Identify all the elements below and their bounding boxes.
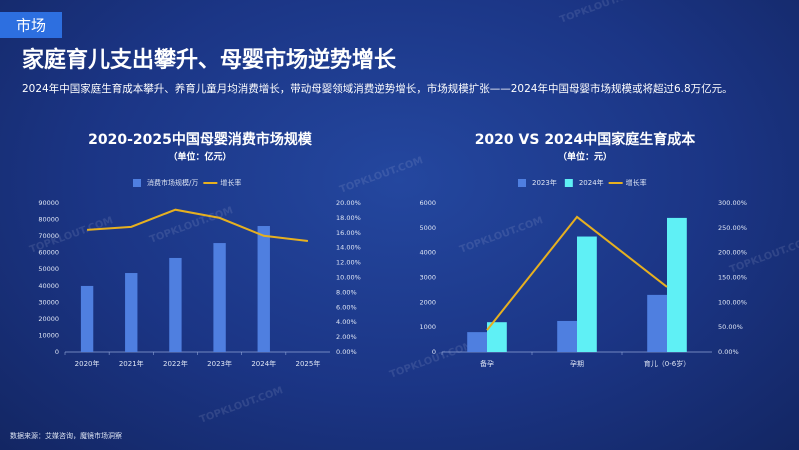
y2-tick-label: 14.00% — [336, 244, 361, 252]
legend-swatch — [564, 179, 573, 187]
y2-tick-label: 10.00% — [336, 274, 361, 282]
bar — [257, 226, 270, 352]
source: 数据来源：艾媒咨询，魔镜市场洞察 — [10, 431, 122, 440]
y2-tick-label: 0.00% — [718, 348, 739, 356]
x-tick-label: 2022年 — [163, 359, 188, 368]
y-tick-label: 30000 — [38, 298, 59, 306]
y2-tick-label: 4.00% — [336, 318, 357, 326]
y2-tick-label: 50.00% — [718, 323, 743, 331]
chart-title: 2020-2025中国母婴消费市场规模 — [88, 131, 313, 148]
y-tick-label: 3000 — [419, 274, 436, 282]
y2-tick-label: 150.00% — [718, 274, 747, 282]
x-tick-label: 育儿（0-6岁） — [644, 359, 690, 368]
y2-tick-label: 250.00% — [718, 224, 747, 232]
x-tick-label: 2024年 — [251, 359, 276, 368]
title: 家庭育儿支出攀升、母婴市场逆势增长 — [22, 47, 397, 73]
legend-label: 消费市场规模/万 — [147, 178, 198, 187]
watermark: TOPKLOUT.COM — [148, 205, 234, 245]
watermark: TOPKLOUT.COM — [198, 385, 284, 425]
subtitle: 2024年中国家庭生育成本攀升、养育儿童月均消费增长，带动母婴领域消费逆势增长，… — [22, 82, 733, 95]
y2-tick-label: 20.00% — [336, 199, 361, 207]
x-tick-label: 备孕 — [480, 359, 494, 368]
y2-tick-label: 18.00% — [336, 214, 361, 222]
y2-tick-label: 300.00% — [718, 199, 747, 207]
line-series — [486, 215, 668, 331]
chart-subtitle: （单位：元） — [558, 151, 612, 163]
bar — [169, 257, 182, 352]
legend-swatch — [518, 179, 526, 187]
y-tick-label: 90000 — [38, 199, 59, 207]
y-tick-label: 40000 — [38, 282, 59, 290]
bar — [557, 320, 577, 352]
y2-tick-label: 8.00% — [336, 288, 357, 296]
y-tick-label: 0 — [432, 348, 436, 356]
y2-tick-label: 12.00% — [336, 259, 361, 267]
y2-tick-label: 200.00% — [718, 249, 747, 257]
x-tick-label: 孕期 — [570, 360, 584, 368]
bar — [467, 332, 487, 352]
line-series — [87, 208, 309, 242]
x-tick-label: 2025年 — [296, 359, 321, 368]
y-tick-label: 80000 — [38, 216, 59, 224]
y-tick-label: 1000 — [419, 323, 436, 331]
y2-tick-label: 0.00% — [336, 348, 357, 356]
legend-label: 增长率 — [220, 178, 241, 187]
chart-title: 2020 VS 2024中国家庭生育成本 — [475, 131, 697, 148]
x-tick-label: 2021年 — [119, 359, 144, 368]
y-tick-label: 70000 — [38, 232, 59, 240]
bar — [577, 236, 597, 352]
chart-subtitle: （单位：亿元） — [168, 151, 231, 163]
watermark: TOPKLOUT.COM — [338, 155, 424, 195]
y-tick-label: 4000 — [419, 249, 436, 257]
y-tick-label: 50000 — [38, 265, 59, 273]
legend-label: 增长率 — [626, 178, 647, 187]
y2-tick-label: 16.00% — [336, 229, 361, 237]
y-tick-label: 5000 — [419, 224, 436, 232]
legend-label: 2023年 — [532, 178, 557, 187]
bar — [647, 294, 667, 352]
bar — [487, 322, 507, 352]
y2-tick-label: 100.00% — [718, 298, 747, 306]
watermark: TOPKLOUT.COM — [558, 0, 644, 26]
tag-box — [0, 12, 62, 38]
watermark: TOPKLOUT.COM — [388, 340, 474, 380]
bar — [125, 273, 138, 352]
bar — [213, 243, 226, 352]
x-tick-label: 2023年 — [207, 359, 232, 368]
y-tick-label: 10000 — [38, 331, 59, 339]
y2-tick-label: 6.00% — [336, 303, 357, 311]
bar — [667, 217, 687, 352]
y-tick-label: 0 — [55, 348, 59, 356]
x-tick-label: 2020年 — [75, 359, 100, 368]
y-tick-label: 60000 — [38, 249, 59, 257]
legend-label: 2024年 — [579, 178, 604, 187]
y-tick-label: 2000 — [419, 298, 436, 306]
bar — [80, 285, 94, 352]
legend-swatch — [133, 179, 141, 187]
y2-tick-label: 2.00% — [336, 333, 357, 341]
tag: 市场 — [16, 17, 46, 35]
watermark: TOPKLOUT.COM — [458, 215, 544, 255]
y-tick-label: 6000 — [419, 199, 436, 207]
y-tick-label: 20000 — [38, 315, 59, 323]
